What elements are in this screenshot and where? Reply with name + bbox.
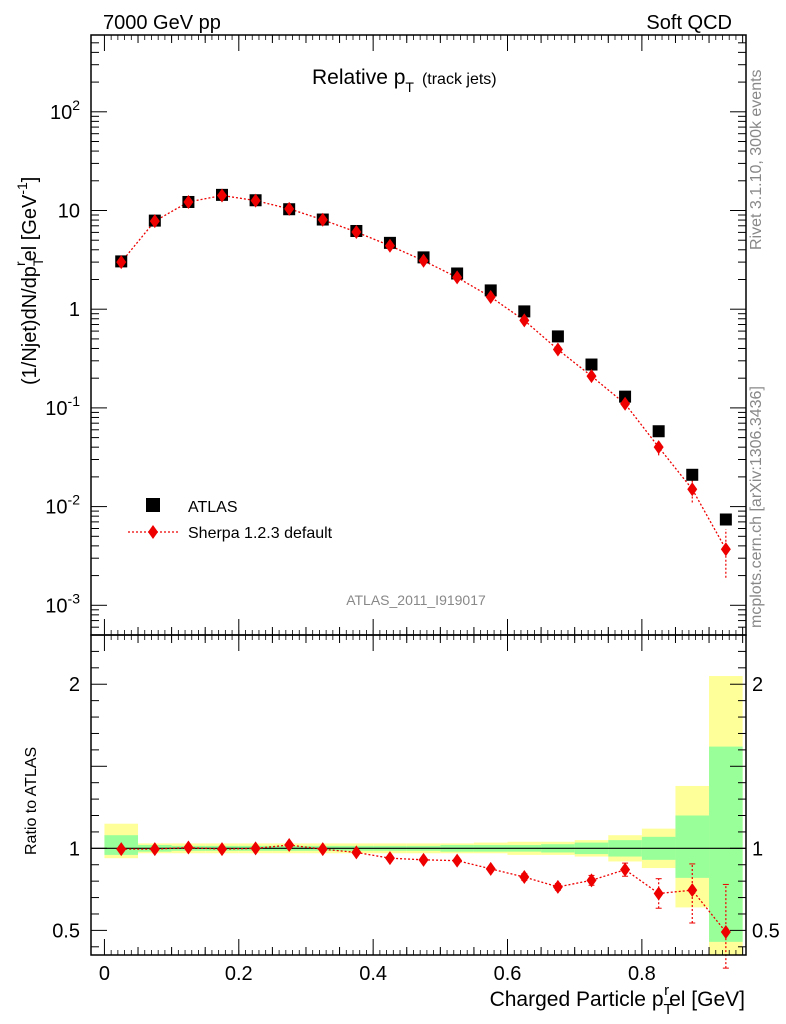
main-title-text: Relative p xyxy=(312,66,405,89)
sherpa-point xyxy=(653,440,664,455)
sherpa-point xyxy=(217,188,227,203)
sherpa-ratio-point xyxy=(317,842,328,857)
y-tick-label: 102 xyxy=(50,97,80,124)
sherpa-point xyxy=(687,482,698,497)
ratio-y-tick-label: 1 xyxy=(69,838,80,860)
ratio-markers xyxy=(116,838,731,940)
sherpa-ratio-point xyxy=(116,842,127,857)
x-tick-label: 0 xyxy=(99,963,110,985)
main-y-ticks: 10-3 10-2 10-1 1 10 102 xyxy=(45,34,746,636)
sherpa-ratio-point xyxy=(384,851,395,866)
sherpa-point xyxy=(317,212,328,227)
sherpa-ratio-point xyxy=(519,870,530,885)
atlas-point xyxy=(619,390,632,403)
sherpa-ratio-point xyxy=(183,840,194,855)
main-frame xyxy=(90,34,747,636)
y-tick-label: 10-3 xyxy=(45,590,80,617)
sherpa-point xyxy=(183,194,194,209)
sherpa-ratio-point xyxy=(250,841,261,856)
sherpa-point xyxy=(250,193,261,208)
sherpa-point xyxy=(620,396,631,411)
ratio-y-tick-label: 2 xyxy=(69,674,80,696)
legend-atlas-label: ATLAS xyxy=(188,499,238,516)
sherpa-ratio-point xyxy=(653,886,664,901)
uncertainty-band-inner xyxy=(709,746,743,942)
ratio-panel: 0.5 0.5 1 1 2 2 0 0.2 0.4 0.6 0.8 Ratio to ATLAS C… xyxy=(23,634,780,1018)
sherpa-point xyxy=(720,542,731,557)
main-markers xyxy=(115,188,732,557)
sherpa-point xyxy=(351,225,362,240)
ratio-y-tick-label-right: 2 xyxy=(752,674,763,696)
main-title-sub: T xyxy=(405,79,414,95)
sherpa-point xyxy=(586,369,597,384)
sherpa-point xyxy=(384,238,395,253)
sherpa-line xyxy=(120,194,727,550)
x-tick-label: 0.2 xyxy=(225,963,253,985)
ratio-frame xyxy=(90,634,747,956)
sherpa-ratio-point xyxy=(720,925,731,940)
atlas-point xyxy=(652,425,665,438)
sherpa-ratio-point xyxy=(351,845,362,860)
y-tick-label: 1 xyxy=(69,299,80,321)
y-tick-label: 10-1 xyxy=(45,393,80,420)
sherpa-ratio-point xyxy=(217,842,227,857)
sherpa-point xyxy=(418,253,429,268)
sherpa-point xyxy=(149,214,160,229)
atlas-point xyxy=(518,305,531,318)
rivet-label: Rivet 3.1.10, 300k events xyxy=(748,69,765,250)
atlas-point xyxy=(686,468,699,481)
x-tick-label: 0.4 xyxy=(359,963,387,985)
main-title: Relative pT (track jets) xyxy=(312,66,497,95)
sherpa-point xyxy=(452,270,463,285)
sherpa-ratio-point xyxy=(452,853,463,868)
sherpa-ratio-point xyxy=(687,883,698,898)
x-tick-label: 0.8 xyxy=(628,963,656,985)
legend-atlas-marker xyxy=(146,498,160,512)
sherpa-ratio-point xyxy=(586,873,597,888)
atlas-point xyxy=(719,513,732,526)
ratio-y-tick-label-right: 0.5 xyxy=(752,920,780,942)
main-y-label: (1/Njet)dN/dpTrel [GeV-1] xyxy=(12,177,46,385)
ratio-bands xyxy=(104,676,743,955)
sherpa-ratio-point xyxy=(284,838,295,853)
legend: ATLAS Sherpa 1.2.3 default xyxy=(128,498,333,542)
legend-sherpa-label: Sherpa 1.2.3 default xyxy=(188,525,333,542)
x-tick-label: 0.6 xyxy=(494,963,522,985)
legend-sherpa-marker xyxy=(148,525,158,539)
y-tick-label: 10 xyxy=(58,200,80,222)
atlas-point xyxy=(585,358,598,371)
sherpa-point xyxy=(284,201,295,216)
atlas-point xyxy=(551,330,564,343)
uncertainty-band-inner xyxy=(675,815,710,878)
sherpa-ratio-point xyxy=(418,852,429,867)
x-axis-label: Charged Particle pTrel [GeV] xyxy=(490,982,745,1018)
main-panel: 10-3 10-2 10-1 1 10 102 Relative pT (track jet… xyxy=(12,34,747,636)
ratio-y-tick-label-right: 1 xyxy=(752,838,763,860)
header-left: 7000 GeV pp xyxy=(103,12,221,34)
sherpa-ratio-point xyxy=(552,879,563,894)
sherpa-point xyxy=(519,313,530,328)
analysis-watermark: ATLAS_2011_I919017 xyxy=(346,592,486,608)
y-tick-label: 10-2 xyxy=(45,492,80,519)
header-right: Soft QCD xyxy=(646,12,732,34)
sherpa-point xyxy=(116,255,127,270)
sherpa-ratio-point xyxy=(149,842,160,857)
main-title-extra: (track jets) xyxy=(422,71,497,88)
ratio-ticks: 0.5 0.5 1 1 2 2 0 0.2 0.4 0.6 0.8 xyxy=(52,634,780,985)
sherpa-point xyxy=(552,342,563,357)
ratio-y-label: Ratio to ATLAS xyxy=(23,747,40,855)
sherpa-ratio-point xyxy=(620,862,631,877)
ratio-y-tick-label: 0.5 xyxy=(52,920,80,942)
sherpa-point xyxy=(485,289,496,304)
mcplots-label: mcplots.cern.ch [arXiv:1306.3436] xyxy=(748,386,765,628)
sherpa-ratio-point xyxy=(485,861,496,876)
